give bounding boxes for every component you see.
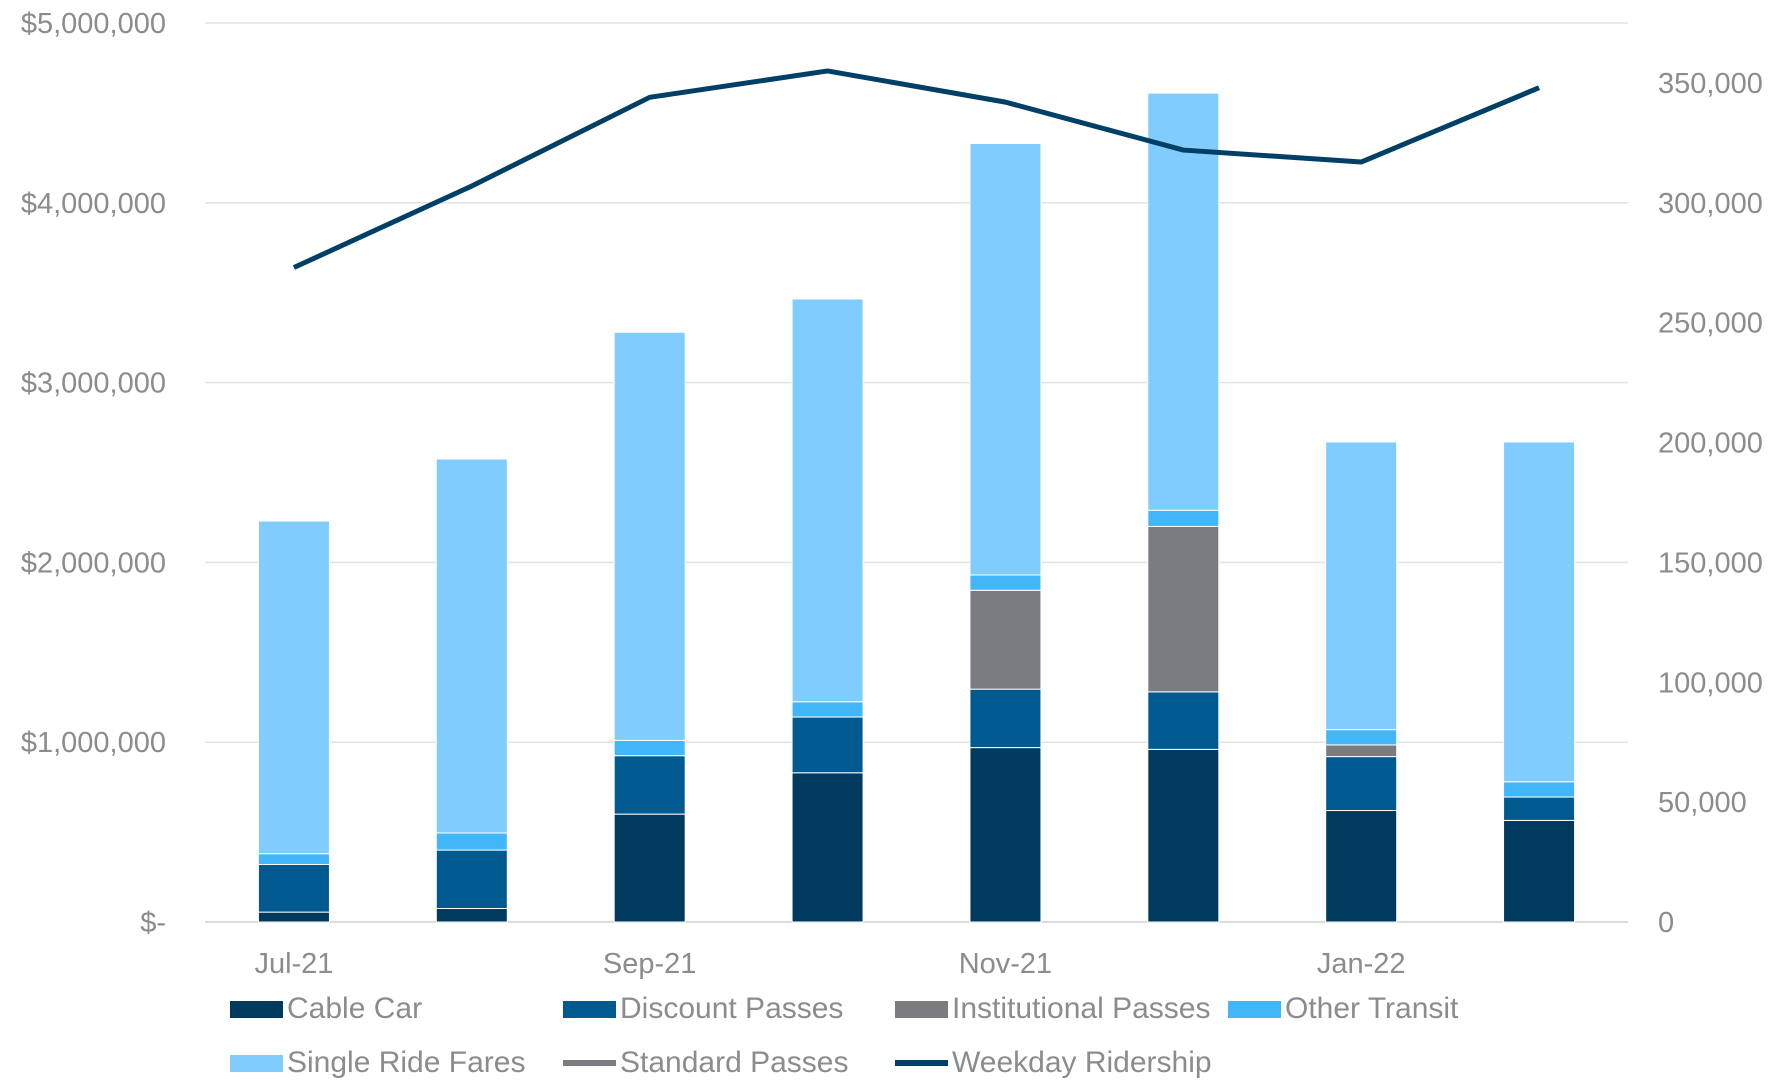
- left-tick-label: $5,000,000: [21, 8, 166, 40]
- bar-segment: [257, 863, 330, 913]
- left-tick-label: $2,000,000: [21, 547, 166, 579]
- x-tick-label: Sep-21: [603, 948, 697, 980]
- bar-segment: [1325, 756, 1398, 812]
- bar-segment: [1325, 744, 1398, 758]
- bar-segment: [1147, 691, 1220, 750]
- right-tick-label: 150,000: [1658, 547, 1763, 579]
- bar-segment: [969, 574, 1042, 591]
- right-tick-label: 50,000: [1658, 787, 1747, 819]
- bar-segment: [613, 755, 686, 815]
- right-tick-label: 200,000: [1658, 428, 1763, 460]
- bar-segment: [1147, 92, 1220, 511]
- bar-segment: [1325, 729, 1398, 746]
- grid-lines: [205, 22, 1628, 923]
- right-tick-label: 0: [1658, 907, 1674, 939]
- bar-segment: [435, 832, 508, 851]
- bar-segment: [435, 908, 508, 923]
- right-axis-ticks: 0 50,000 100,000 150,000 200,000 250,000 300,0…: [1658, 68, 1763, 939]
- bar-segment: [613, 739, 686, 757]
- bar-segment: [1503, 441, 1576, 783]
- bar-segment: [1503, 781, 1576, 798]
- bar-segment: [1147, 525, 1220, 693]
- bar-segment: [1325, 441, 1398, 731]
- bar-segment: [969, 142, 1042, 576]
- right-tick-label: 300,000: [1658, 188, 1763, 220]
- bar-segment: [791, 298, 864, 703]
- left-tick-label: $-: [140, 907, 166, 939]
- x-tick-label: Jul-21: [254, 948, 333, 980]
- x-axis-ticks: Jul-21 Sep-21 Nov-21 Jan-22: [254, 948, 1405, 980]
- bar-segment: [1503, 819, 1576, 923]
- left-axis-ticks: $- $1,000,000 $2,000,000 $3,000,000 $4,000,0…: [21, 8, 166, 939]
- bar-segment: [969, 589, 1042, 690]
- left-tick-label: $1,000,000: [21, 727, 166, 759]
- right-tick-label: 100,000: [1658, 667, 1763, 699]
- bar-segment: [791, 772, 864, 923]
- bar-segment: [1147, 509, 1220, 527]
- right-tick-label: 250,000: [1658, 308, 1763, 340]
- x-tick-label: Jan-22: [1317, 948, 1406, 980]
- line-series: [292, 68, 1541, 270]
- bar-segment: [435, 849, 508, 910]
- bar-segment: [257, 853, 330, 865]
- bar-stacks: [257, 92, 1576, 923]
- left-tick-label: $4,000,000: [21, 188, 166, 220]
- bar-segment: [969, 747, 1042, 923]
- left-tick-label: $3,000,000: [21, 368, 166, 400]
- bar-segment: [257, 520, 330, 855]
- line-series-path: [292, 68, 1541, 270]
- bar-segment: [1147, 748, 1220, 923]
- bar-segment: [435, 458, 508, 834]
- x-tick-label: Nov-21: [959, 948, 1053, 980]
- bar-segment: [791, 716, 864, 774]
- bar-segment: [1503, 796, 1576, 821]
- bar-segment: [613, 331, 686, 741]
- bar-segment: [791, 701, 864, 718]
- right-tick-label: 350,000: [1658, 68, 1763, 100]
- bar-segment: [257, 911, 330, 923]
- bar-segment: [1325, 810, 1398, 923]
- bar-segment: [613, 813, 686, 923]
- bar-segment: [969, 688, 1042, 749]
